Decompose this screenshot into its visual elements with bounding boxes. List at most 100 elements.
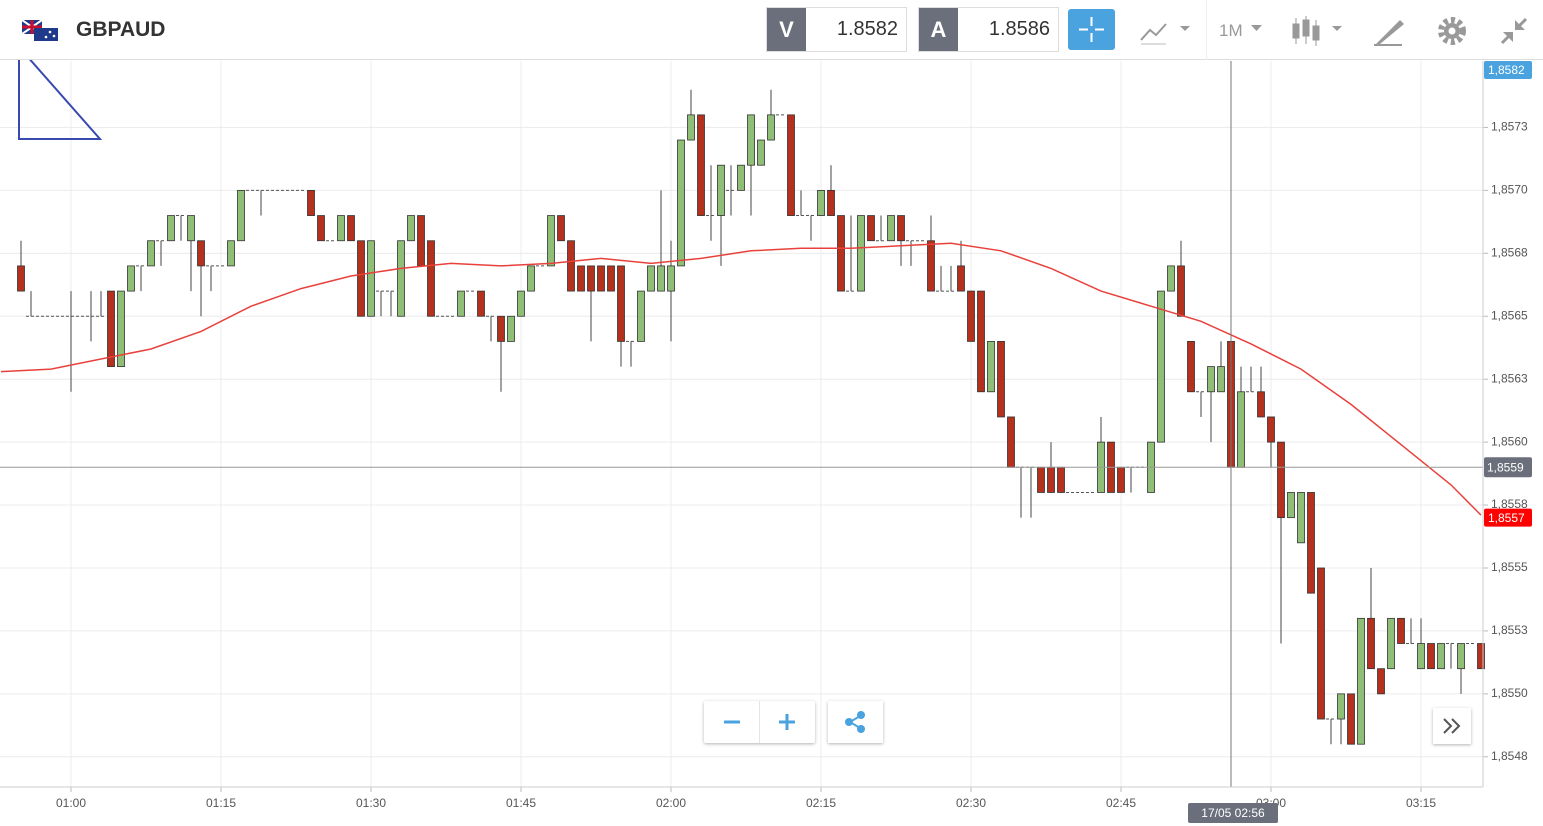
candle-body — [517, 290, 525, 317]
candle-body — [1397, 617, 1405, 644]
candle-body — [407, 215, 415, 242]
candle-body — [1167, 265, 1175, 292]
y-tick-label: 1,8555 — [1491, 560, 1528, 574]
x-tick-label: 02:30 — [956, 796, 986, 810]
y-tick-label: 1,8565 — [1491, 308, 1528, 322]
price-tag — [1484, 508, 1532, 527]
candle-body — [1207, 366, 1215, 393]
settings-button[interactable] — [1436, 15, 1468, 47]
candle-body — [1237, 391, 1245, 468]
x-tick-label: 01:45 — [506, 796, 536, 810]
candle-body — [717, 164, 725, 216]
candle-body — [1277, 441, 1285, 519]
chart-type-button[interactable] — [1138, 16, 1194, 46]
candle-body — [147, 240, 155, 267]
price-tag-label: 1,8582 — [1488, 63, 1525, 77]
zoom-in-button[interactable] — [759, 701, 816, 743]
candle-body — [1267, 416, 1275, 443]
candle-body — [617, 265, 625, 342]
candle-body — [237, 189, 245, 242]
candle-body — [597, 265, 605, 292]
candle-body — [227, 240, 235, 267]
candle-body — [167, 215, 175, 242]
candle-body — [827, 189, 835, 216]
candle-body — [17, 265, 25, 292]
candle-body — [187, 215, 195, 242]
candle-body — [607, 265, 615, 292]
candle-body — [587, 265, 595, 292]
y-tick-label: 1,8568 — [1491, 245, 1528, 259]
candle-body — [337, 215, 345, 242]
candle-body — [667, 265, 675, 292]
x-tick-label: 02:00 — [656, 796, 686, 810]
candle-body — [677, 139, 685, 267]
candle-body — [1317, 567, 1325, 720]
timeframe-button[interactable]: 1M — [1206, 0, 1273, 60]
candle-body — [1257, 391, 1265, 418]
candle-body — [977, 290, 985, 393]
collapse-button[interactable] — [1498, 15, 1530, 47]
overlay: 1,8582 1,8557 1,8559 17/05 02:56 — [0, 61, 1532, 823]
zoom-controls — [704, 701, 815, 743]
candles-button[interactable] — [1288, 14, 1348, 48]
candle-body — [1437, 643, 1445, 670]
candle-body — [567, 240, 575, 292]
bid-price: 1.8582 — [836, 18, 898, 40]
candle-body — [117, 290, 125, 368]
candle-body — [1007, 416, 1015, 468]
candle-body — [1367, 617, 1375, 670]
scroll-end-button[interactable] — [1433, 708, 1471, 744]
candle-body — [757, 139, 765, 166]
share-button[interactable] — [828, 701, 883, 743]
candle-body — [957, 265, 965, 292]
ask-price: 1.8586 — [988, 18, 1050, 40]
drawing-triangle — [18, 60, 103, 140]
chart: 1,85731,85701,85681,85651,85631,85601,85… — [0, 60, 1532, 823]
x-tick-label: 01:15 — [206, 796, 236, 810]
candle-body — [967, 290, 975, 342]
candle-body — [397, 240, 405, 317]
candle-body — [507, 315, 515, 342]
candle-body — [1217, 366, 1225, 393]
price-tag-label: 1,8557 — [1488, 511, 1525, 525]
toolbar: GBPAUD V 1.8582 A 1.8586 1M — [0, 0, 1543, 60]
candle-body — [657, 265, 665, 292]
timeframe: 1M — [1219, 21, 1243, 40]
candle-body — [1047, 466, 1055, 493]
bid-button[interactable]: V 1.8582 — [766, 7, 907, 52]
bid-label: V — [767, 8, 806, 51]
candle-body — [1377, 668, 1385, 695]
x-tick-label: 02:45 — [1106, 796, 1136, 810]
candle-body — [687, 114, 695, 141]
candle-body — [867, 215, 875, 242]
dropdown-arrow — [1251, 25, 1262, 31]
candle-body — [317, 215, 325, 242]
draw-button[interactable] — [1372, 14, 1406, 48]
x-tick-label: 01:00 — [56, 796, 86, 810]
crosshair-button[interactable] — [1068, 9, 1115, 50]
candle-body — [887, 215, 895, 242]
candle-body — [197, 240, 205, 267]
crosshair-y-label: 1,8559 — [1487, 460, 1524, 474]
candle-body — [1477, 643, 1485, 670]
candle-body — [1357, 617, 1365, 745]
candle-body — [1287, 492, 1295, 519]
moving-average — [0, 242, 1482, 516]
candle-body — [897, 215, 905, 242]
candle-body — [697, 114, 705, 216]
candle-body — [1157, 290, 1165, 443]
candle-body — [1417, 643, 1425, 670]
candle-body — [1387, 617, 1395, 670]
y-tick-label: 1,8563 — [1491, 371, 1528, 385]
candle-body — [497, 315, 505, 342]
candle-body — [1427, 643, 1435, 670]
candle-body — [527, 265, 535, 292]
y-tick-label: 1,8560 — [1491, 434, 1528, 448]
candle-body — [347, 215, 355, 242]
ask-button[interactable]: A 1.8586 — [918, 7, 1059, 52]
zoom-out-button[interactable] — [704, 701, 759, 743]
crosshair-x-label: 17/05 02:56 — [1201, 806, 1265, 820]
flag-icon — [22, 20, 58, 41]
